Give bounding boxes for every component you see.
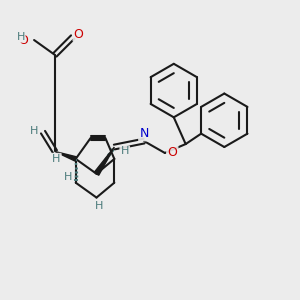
Polygon shape [94,147,114,175]
Text: N: N [140,127,149,140]
Text: H: H [52,154,61,164]
Polygon shape [55,152,76,161]
Text: H: H [95,202,104,212]
Text: O: O [74,28,84,40]
Text: H: H [30,126,38,136]
Text: H: H [16,32,25,42]
Text: O: O [18,34,28,46]
Text: O: O [167,146,177,160]
Text: H: H [64,172,73,182]
Text: H: H [121,146,129,157]
